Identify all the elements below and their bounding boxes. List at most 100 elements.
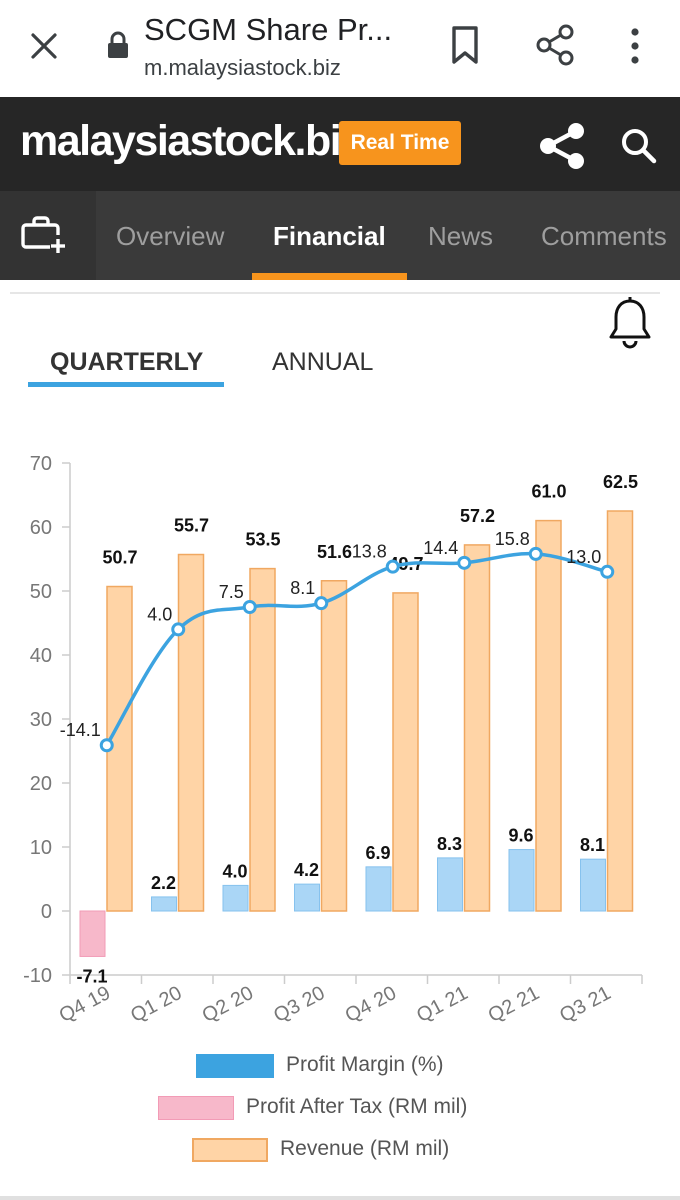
data-label-profit-after-tax: 9.6 [508,826,533,846]
bar-profit-after-tax [437,857,463,912]
data-label-revenue: 57.2 [460,506,495,526]
data-label-profit-margin: -14.1 [60,720,101,740]
tab-news[interactable]: News [428,221,494,251]
share-icon[interactable] [536,121,588,171]
data-label-profit-margin: 13.8 [352,542,387,562]
bottom-divider [0,1196,680,1200]
bar-revenue [392,592,419,912]
search-icon[interactable] [618,125,660,167]
legend-item-revenue[interactable]: Revenue (RM mil) [192,1136,492,1166]
x-tick-label: Q3 21 [556,982,614,1027]
legend-label: Profit After Tax (RM mil) [246,1095,468,1118]
data-label-profit-after-tax: 4.0 [222,861,247,881]
point-profit-margin [242,600,257,614]
tab-overview[interactable]: Overview [116,221,225,251]
divider [10,292,660,294]
y-tick-label: 50 [30,581,52,603]
data-label-profit-after-tax: 4.2 [294,860,319,880]
site-header: malaysiastock.biz Real Time [0,97,680,191]
legend-swatch [158,1096,234,1120]
data-label-profit-after-tax: 8.1 [580,835,605,855]
x-tick-label: Q1 21 [413,982,471,1027]
period-tab-indicator [28,382,224,387]
site-logo[interactable]: malaysiastock.biz [20,117,362,165]
legend-label: Profit Margin (%) [286,1053,444,1076]
x-tick-label: Q4 19 [56,982,114,1027]
point-profit-margin [314,596,329,611]
share-icon[interactable] [532,22,578,68]
section-tab-bar: Overview Financial News Comments [0,191,680,280]
active-tab-indicator [252,273,407,280]
x-tick-label: Q2 21 [485,982,543,1027]
data-label-profit-margin: 13.0 [566,547,601,567]
lock-icon [108,31,128,58]
y-tick-label: -10 [23,965,52,987]
more-menu-icon[interactable] [620,24,650,68]
bar-profit-after-tax [79,910,106,957]
data-label-profit-margin: 15.8 [495,529,530,549]
tab-comments[interactable]: Comments [541,221,667,251]
point-profit-margin [99,738,114,753]
tab-financial[interactable]: Financial [273,221,386,251]
point-profit-margin [457,555,472,570]
point-profit-margin [528,546,543,561]
data-label-profit-after-tax: 2.2 [151,873,176,893]
legend-item-profit-margin[interactable]: Profit Margin (%) [196,1052,496,1082]
bar-revenue [606,510,634,912]
bar-profit-after-tax [294,883,320,912]
bar-revenue [320,580,348,912]
data-label-revenue: 62.5 [603,472,638,492]
data-label-revenue: 61.0 [531,482,566,502]
data-label-profit-margin: 14.4 [423,538,458,558]
y-tick-label: 30 [30,709,52,731]
y-tick-label: 0 [41,901,52,923]
legend-swatch [192,1138,268,1162]
legend-label: Revenue (RM mil) [280,1137,450,1160]
legend-item-profit-after-tax[interactable]: Profit After Tax (RM mil) [158,1094,518,1124]
y-tick-label: 60 [30,517,52,539]
data-label-profit-after-tax: -7.1 [76,966,107,986]
data-label-profit-after-tax: 8.3 [437,834,462,854]
bar-profit-after-tax [365,866,392,912]
bar-revenue [535,519,562,912]
close-icon[interactable] [24,26,64,66]
data-label-revenue: 50.7 [102,548,137,568]
y-tick-label: 40 [30,645,52,667]
financial-chart: -10 0 10 20 30 40 50 60 70 Q4 19 Q1 20 Q2 20 Q3 20 Q4… [23,453,643,1027]
real-time-badge[interactable]: Real Time [339,121,461,165]
add-to-portfolio-button[interactable] [0,191,96,280]
x-tick-label: Q2 20 [199,982,257,1027]
tab-quarterly[interactable]: QUARTERLY [50,348,204,376]
url-host[interactable]: m.malaysiastock.biz [144,55,341,80]
data-label-revenue: 53.5 [245,530,280,550]
data-label-profit-margin: 7.5 [219,582,244,602]
bell-icon[interactable] [606,295,654,353]
data-label-profit-after-tax: 6.9 [365,843,390,863]
x-tick-label: Q3 20 [270,982,328,1027]
data-label-revenue: 51.6 [317,542,352,562]
bookmark-icon[interactable] [446,24,484,66]
bar-revenue [177,553,205,912]
point-profit-margin [385,559,400,574]
y-tick-label: 10 [30,837,52,859]
point-profit-margin [171,622,186,637]
bar-profit-after-tax [508,849,535,912]
data-label-profit-margin: 8.1 [290,578,315,598]
point-profit-margin [600,564,615,579]
bar-revenue [249,567,276,912]
bar-revenue [463,544,491,912]
bar-profit-after-tax [580,858,606,912]
legend-swatch [196,1054,274,1078]
bar-profit-after-tax [222,884,249,912]
x-tick-label: Q1 20 [127,982,185,1027]
tab-annual[interactable]: ANNUAL [272,348,374,376]
y-tick-label: 70 [30,453,52,475]
browser-toolbar: SCGM Share Pr... m.malaysiastock.biz [0,0,680,97]
x-tick-label: Q4 20 [342,982,400,1027]
page-title[interactable]: SCGM Share Pr... [144,12,393,47]
data-label-profit-margin: 4.0 [147,604,172,624]
briefcase-add-icon [21,216,65,253]
bar-profit-after-tax [151,896,177,912]
data-label-revenue: 55.7 [174,516,209,536]
y-tick-label: 20 [30,773,52,795]
